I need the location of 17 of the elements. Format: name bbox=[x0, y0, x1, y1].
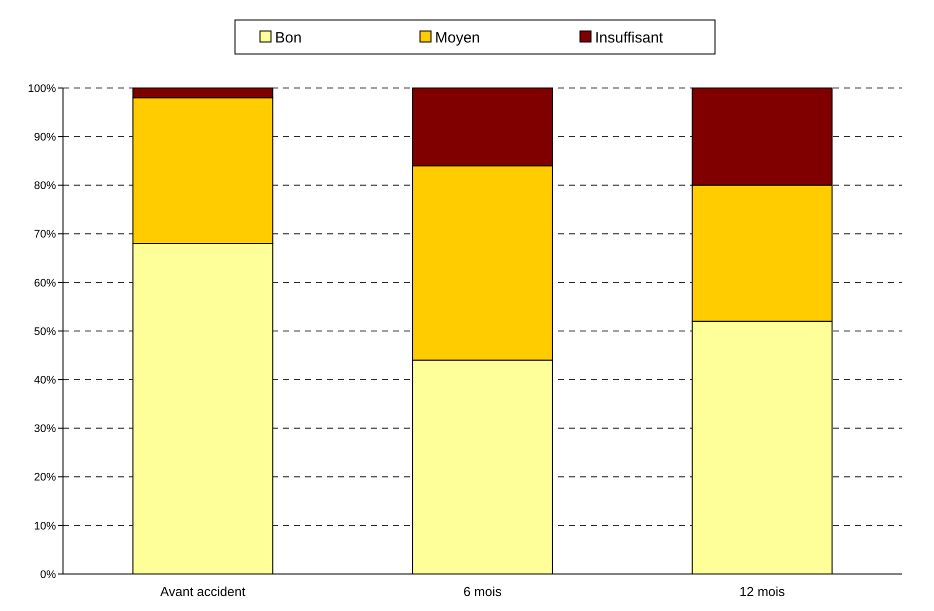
legend-label: Insuffisant bbox=[595, 29, 664, 46]
y-tick-label: 90% bbox=[34, 131, 56, 144]
x-tick-label: 6 mois bbox=[463, 584, 502, 599]
x-tick-label: 12 mois bbox=[739, 584, 786, 599]
y-tick-label: 20% bbox=[34, 472, 56, 484]
y-tick-label: 70% bbox=[34, 228, 56, 241]
x-tick-label: Avant accident bbox=[160, 584, 246, 599]
legend-label: Moyen bbox=[435, 29, 480, 46]
y-tick-label: 50% bbox=[34, 326, 56, 338]
y-tick-label: 0% bbox=[40, 568, 56, 581]
y-tick-label: 30% bbox=[34, 423, 56, 436]
y-tick-label: 100% bbox=[28, 82, 56, 95]
y-tick-label: 40% bbox=[34, 374, 56, 386]
y-tick-label: 60% bbox=[34, 277, 56, 290]
y-tick-label: 80% bbox=[34, 180, 56, 192]
y-tick-label: 10% bbox=[34, 520, 56, 532]
legend-label: Bon bbox=[275, 29, 302, 46]
